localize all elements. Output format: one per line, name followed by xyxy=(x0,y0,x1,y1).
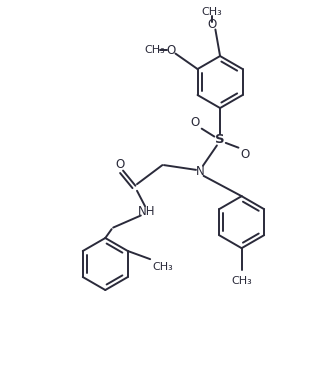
Text: CH₃: CH₃ xyxy=(144,46,165,56)
Text: NH: NH xyxy=(138,205,155,218)
Text: O: O xyxy=(115,158,124,171)
Text: CH₃: CH₃ xyxy=(201,7,222,17)
Text: CH₃: CH₃ xyxy=(153,262,173,272)
Text: N: N xyxy=(196,165,205,178)
Text: O: O xyxy=(190,116,199,129)
Text: O: O xyxy=(207,18,216,31)
Text: O: O xyxy=(241,147,250,161)
Text: O: O xyxy=(166,44,175,57)
Text: S: S xyxy=(215,133,225,146)
Text: CH₃: CH₃ xyxy=(231,276,252,286)
